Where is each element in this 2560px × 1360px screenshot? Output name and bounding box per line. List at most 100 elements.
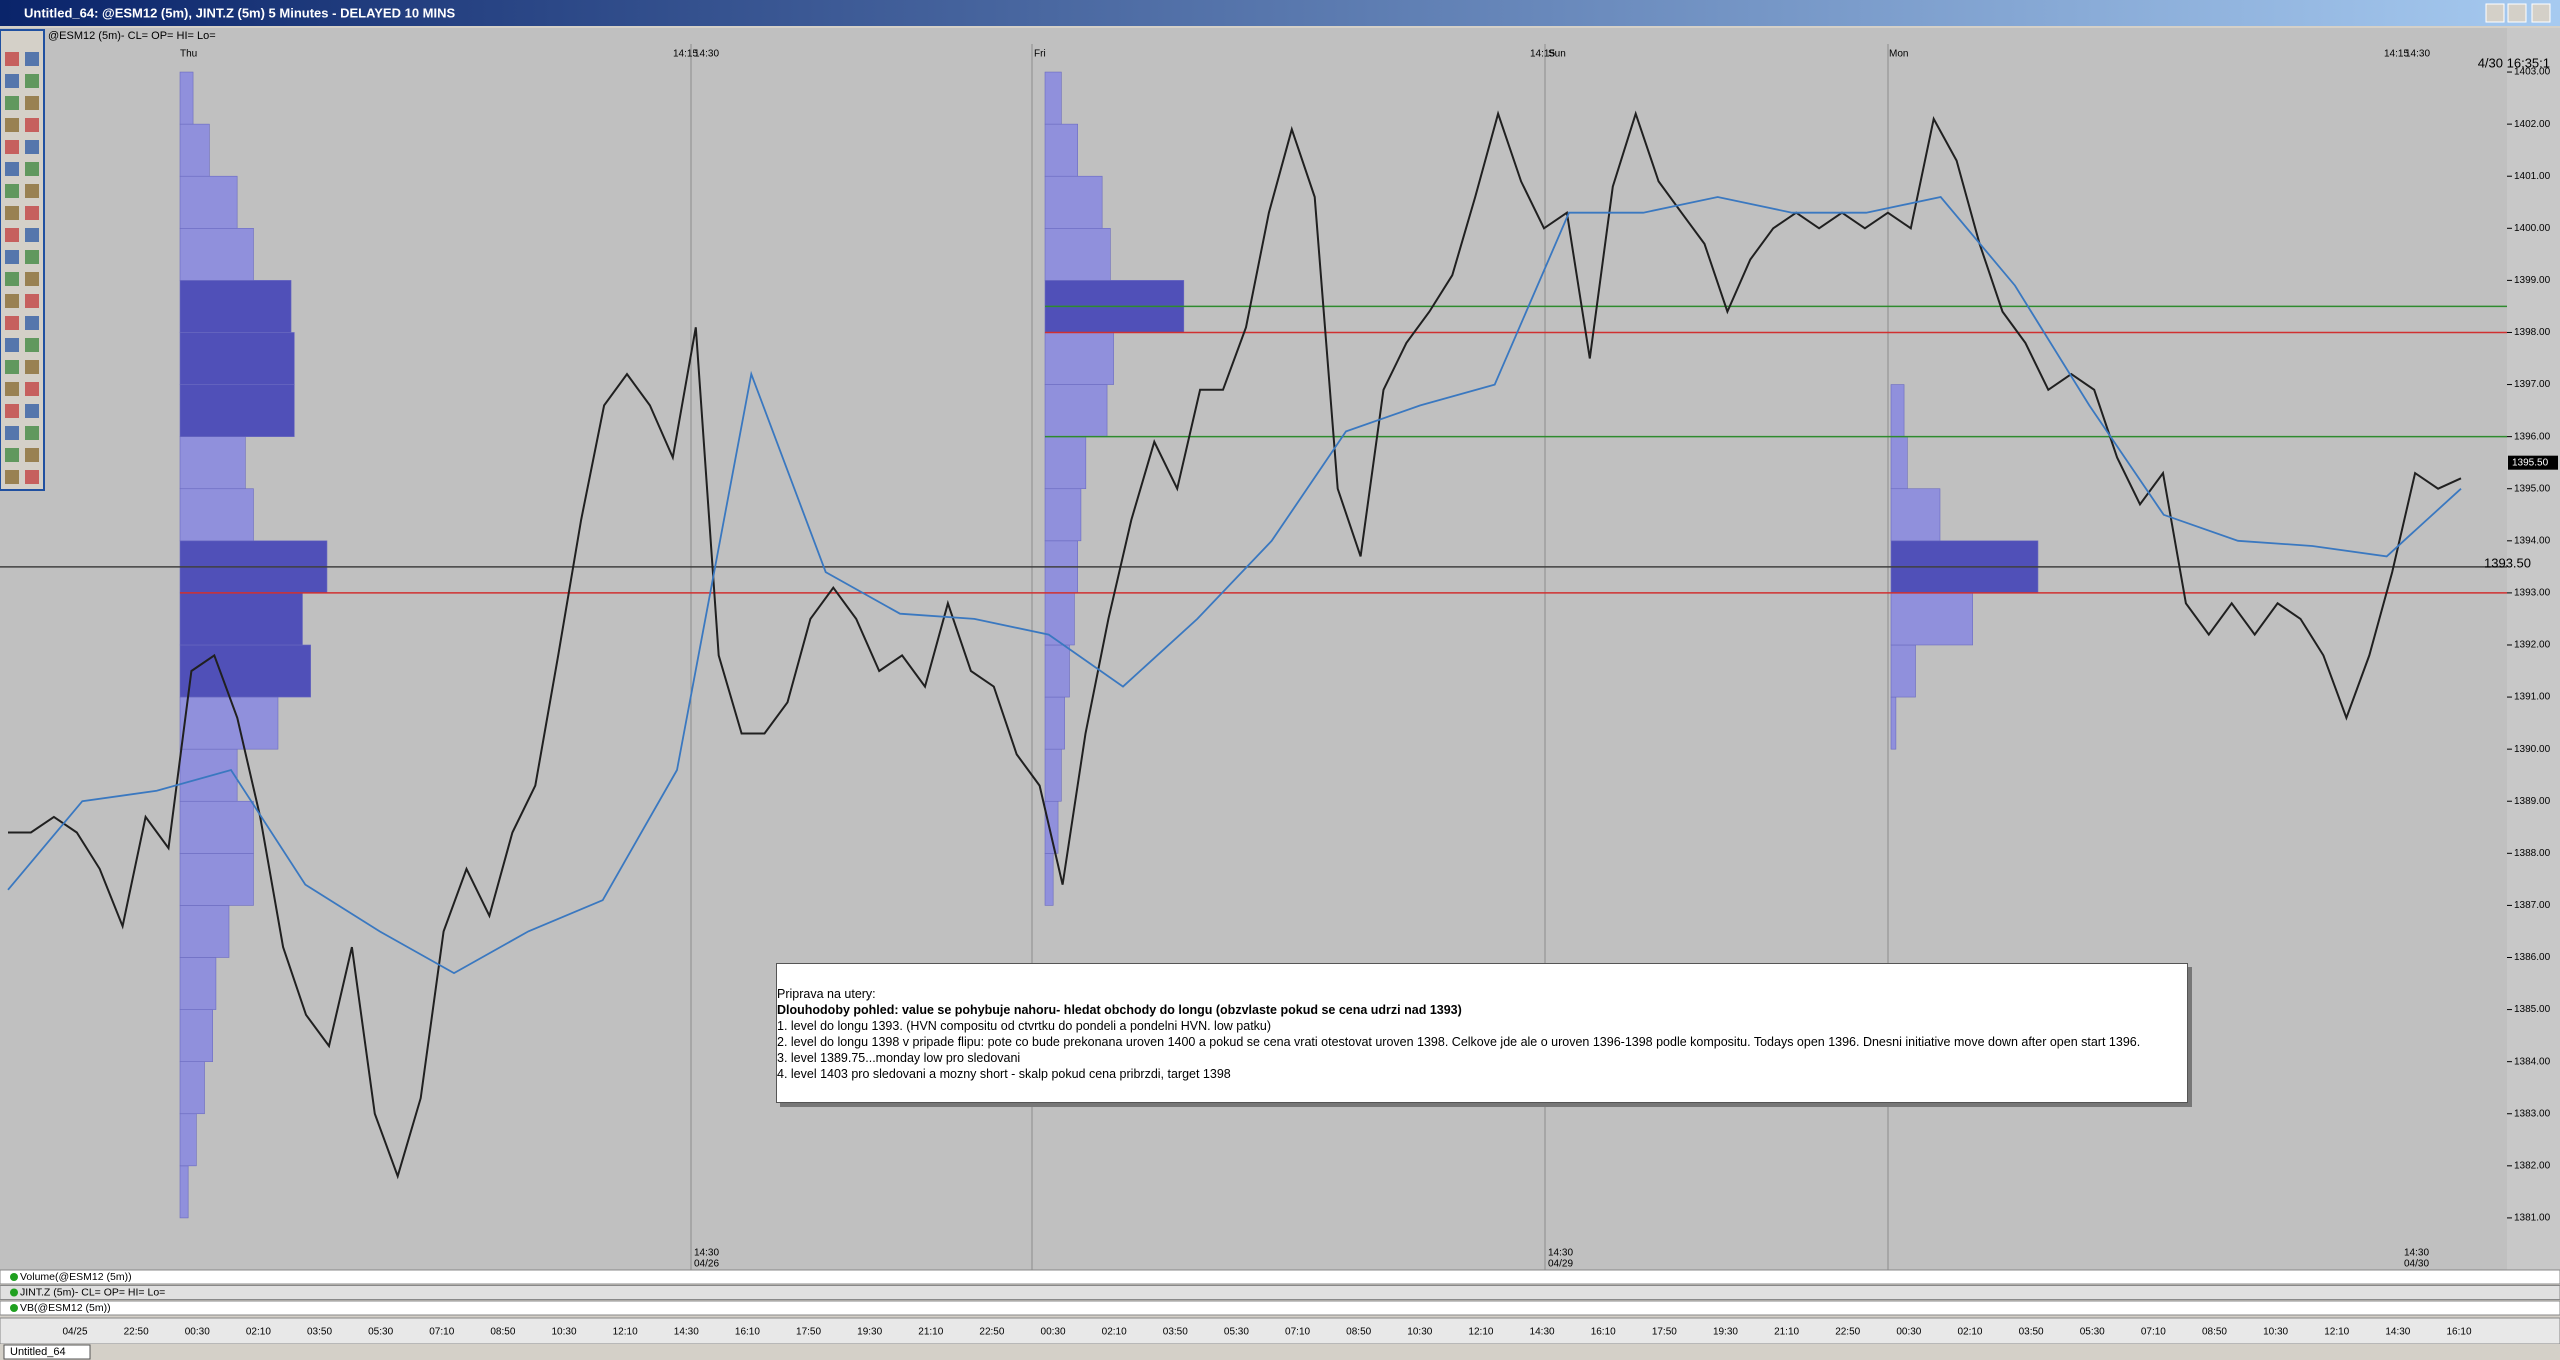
title-bar	[0, 0, 2560, 26]
x-tick-label: 02:10	[1957, 1327, 1982, 1338]
x-tick-label: 22:50	[124, 1327, 149, 1338]
volume-profile-bar	[179, 488, 254, 542]
session-label: 14:30	[2405, 49, 2430, 60]
tool-icon	[25, 338, 39, 352]
tool-icon	[25, 272, 39, 286]
tool-icon	[25, 426, 39, 440]
tool-icon	[5, 74, 19, 88]
last-price-label: 1395.50	[2512, 457, 2549, 468]
y-tick-label: 1394.00	[2514, 535, 2551, 546]
volume-profile-bar	[1044, 696, 1065, 750]
sheet-tab[interactable]	[3, 1344, 91, 1360]
y-tick-label: 1381.00	[2514, 1213, 2551, 1224]
x-tick-label: 07:10	[2141, 1327, 2166, 1338]
tool-icon	[5, 426, 19, 440]
volume-profile-bar	[1890, 436, 1908, 490]
volume-profile-bar	[179, 332, 295, 385]
toolbar-icons	[5, 52, 39, 484]
tool-icon	[25, 316, 39, 330]
x-tick-label: 19:30	[1713, 1327, 1738, 1338]
x-tick-label: 16:10	[2446, 1327, 2471, 1338]
x-tick-label: 21:10	[918, 1327, 943, 1338]
y-tick-label: 1385.00	[2514, 1004, 2551, 1015]
volume-profile-bar	[179, 696, 279, 750]
price-level-label: 1393.50	[2484, 555, 2531, 570]
tool-icon	[5, 184, 19, 198]
sheet-tab-label[interactable]: Untitled_64	[10, 1346, 66, 1358]
x-tick-label: 02:10	[246, 1327, 271, 1338]
volume-profile-bar	[179, 905, 230, 958]
note-line: 3. level 1389.75...monday low pro sledov…	[777, 1051, 1021, 1065]
volume-profile-bar	[179, 748, 238, 802]
tool-icon	[5, 52, 19, 66]
session-label: 14:15	[2384, 49, 2409, 60]
y-tick-label: 1387.00	[2514, 900, 2551, 911]
tool-icon	[25, 184, 39, 198]
y-tick-label: 1395.00	[2514, 483, 2551, 494]
volume-profile-bar	[1044, 123, 1078, 177]
volume-profile-bar	[1044, 227, 1111, 281]
date-marker-time: 14:30	[2404, 1248, 2429, 1259]
x-tick-label: 12:10	[1468, 1327, 1493, 1338]
tab-bar	[0, 1344, 2560, 1360]
x-tick-label: 05:30	[368, 1327, 393, 1338]
volume-profile-bar	[179, 592, 303, 646]
x-tick-label: 03:50	[2019, 1327, 2044, 1338]
x-tick-label: 19:30	[857, 1327, 882, 1338]
tool-icon	[5, 338, 19, 352]
x-tick-label: 08:50	[1346, 1327, 1371, 1338]
y-tick-label: 1401.00	[2514, 171, 2551, 182]
x-tick-label: 03:50	[1163, 1327, 1188, 1338]
volume-profile-bar	[179, 644, 311, 698]
y-tick-label: 1402.00	[2514, 119, 2551, 130]
last-price-box	[2508, 455, 2558, 470]
y-tick-label: 1388.00	[2514, 848, 2551, 859]
y-tick-label: 1396.00	[2514, 431, 2551, 442]
x-tick-label: 22:50	[1835, 1327, 1860, 1338]
volume-profile-bar	[1044, 644, 1070, 698]
date-marker-date: 04/29	[1548, 1259, 1573, 1270]
y-tick-label: 1398.00	[2514, 327, 2551, 338]
tool-icon	[25, 470, 39, 484]
session-label: Fri	[1034, 49, 1046, 60]
date-marker-date: 04/30	[2404, 1259, 2429, 1270]
session-label: Sun	[1548, 49, 1566, 60]
y-tick-label: 1391.00	[2514, 692, 2551, 703]
tool-icon	[25, 382, 39, 396]
x-tick-label: 08:50	[490, 1327, 515, 1338]
minimize-button[interactable]	[2485, 3, 2505, 23]
session-label: Thu	[180, 49, 197, 60]
volume-profile-bar	[1044, 853, 1054, 906]
volume-profile-bar	[179, 1165, 189, 1219]
tool-icon	[25, 250, 39, 264]
y-tick-label: 1390.00	[2514, 744, 2551, 755]
tool-icon	[25, 52, 39, 66]
chart-header: @ESM12 (5m)- CL= OP= HI= Lo=	[48, 30, 216, 42]
close-button[interactable]	[2531, 3, 2551, 23]
x-tick-label: 08:50	[2202, 1327, 2227, 1338]
panel-label: JINT.Z (5m)- CL= OP= HI= Lo=	[20, 1286, 165, 1298]
y-tick-label: 1384.00	[2514, 1056, 2551, 1067]
session-label: 14:15	[1530, 49, 1555, 60]
session-label: 14:30	[694, 49, 719, 60]
volume-profile-bar	[1890, 696, 1897, 750]
x-tick-label: 17:50	[796, 1327, 821, 1338]
x-tick-label: 07:10	[429, 1327, 454, 1338]
tool-icon	[25, 404, 39, 418]
y-tick-label: 1386.00	[2514, 952, 2551, 963]
volume-profile-bar	[179, 384, 295, 437]
volume-profile-bar	[1890, 384, 1905, 437]
y-tick-label: 1389.00	[2514, 796, 2551, 807]
tool-icon	[5, 382, 19, 396]
tool-icon	[25, 228, 39, 242]
panel-row	[0, 1300, 2560, 1316]
maximize-button[interactable]	[2507, 3, 2527, 23]
tool-icon	[25, 448, 39, 462]
volume-profile-bar	[179, 123, 210, 177]
volume-profile-bar	[179, 71, 194, 125]
tool-icon	[5, 272, 19, 286]
x-tick-label: 21:10	[1774, 1327, 1799, 1338]
panel-row	[0, 1285, 2560, 1300]
x-tick-label: 10:30	[552, 1327, 577, 1338]
volume-profile-bar	[1044, 436, 1087, 490]
